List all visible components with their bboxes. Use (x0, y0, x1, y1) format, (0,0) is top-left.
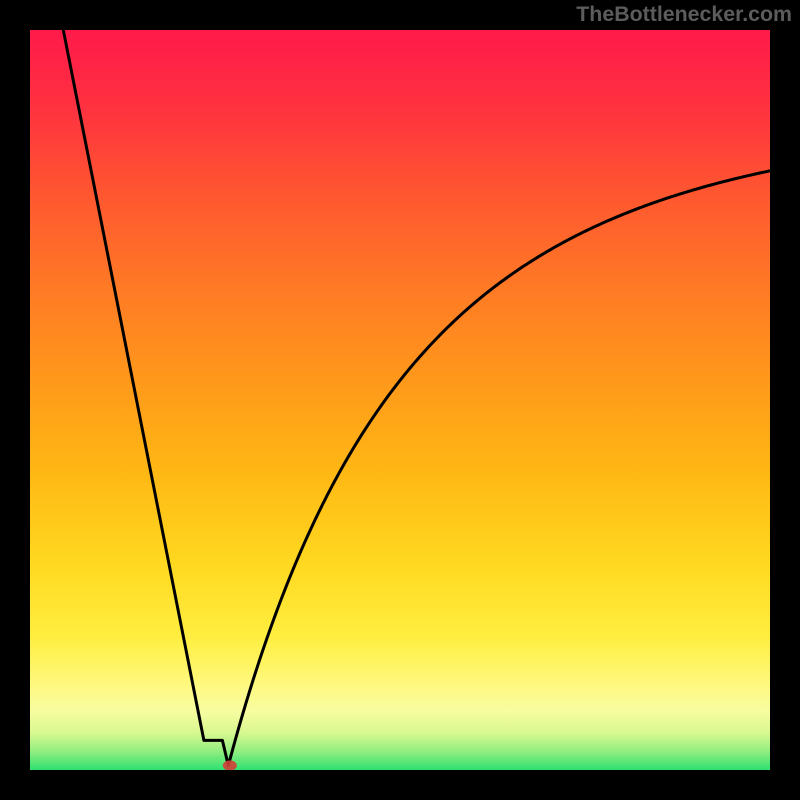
plot-frame (0, 0, 800, 800)
chart-stage: TheBottlenecker.com (0, 0, 800, 800)
watermark-text: TheBottlenecker.com (576, 2, 792, 27)
